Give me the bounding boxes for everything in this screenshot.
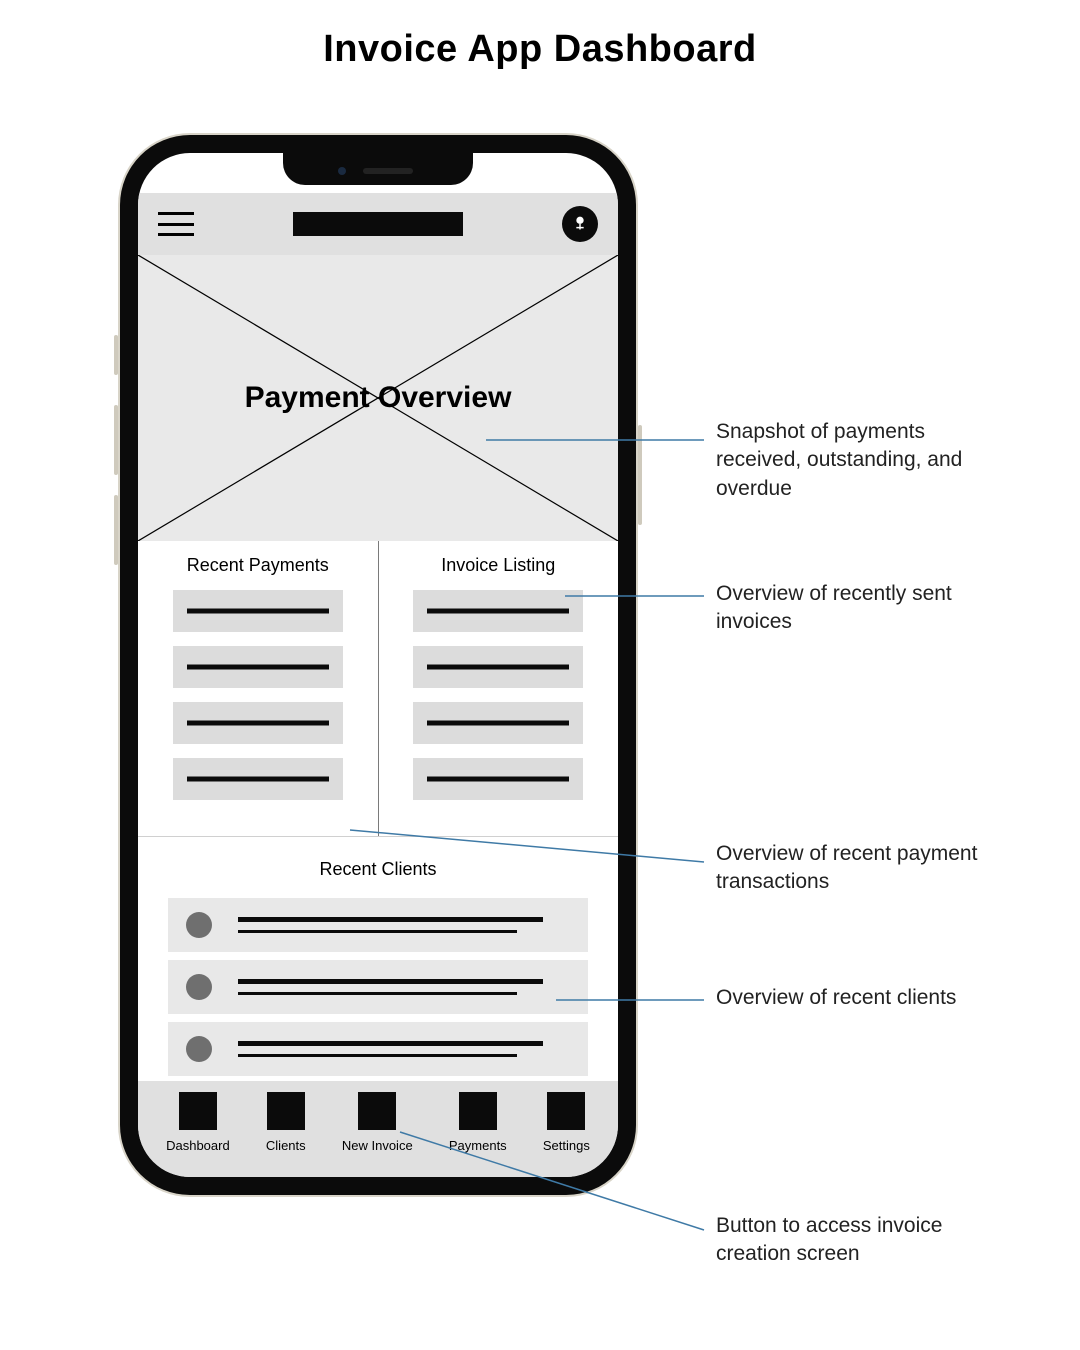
callout-new-invoice: Button to access invoice creation screen bbox=[716, 1212, 996, 1269]
recent-clients-section: Recent Clients bbox=[138, 837, 618, 1094]
device-side-button bbox=[114, 405, 118, 475]
tab-payments[interactable]: Payments bbox=[449, 1092, 507, 1153]
tab-icon bbox=[267, 1092, 305, 1130]
device-side-button bbox=[114, 495, 118, 565]
invoice-listing-title: Invoice Listing bbox=[441, 555, 555, 576]
payment-overview-title: Payment Overview bbox=[245, 381, 512, 415]
tab-label: New Invoice bbox=[342, 1138, 413, 1153]
list-item[interactable] bbox=[173, 702, 343, 744]
list-item[interactable] bbox=[173, 646, 343, 688]
list-item[interactable] bbox=[413, 590, 583, 632]
tab-icon bbox=[179, 1092, 217, 1130]
page-title: Invoice App Dashboard bbox=[0, 28, 1080, 71]
callout-payment-overview: Snapshot of payments received, outstandi… bbox=[716, 418, 996, 503]
device-frame: Payment Overview Recent Payments Invoice… bbox=[120, 135, 636, 1195]
recent-payments-column: Recent Payments bbox=[138, 541, 378, 836]
app-bar bbox=[138, 193, 618, 255]
tab-label: Clients bbox=[266, 1138, 306, 1153]
tab-label: Settings bbox=[543, 1138, 590, 1153]
tab-clients[interactable]: Clients bbox=[266, 1092, 306, 1153]
tab-label: Dashboard bbox=[166, 1138, 230, 1153]
callout-recent-payments: Overview of recent payment transactions bbox=[716, 840, 996, 897]
tab-icon bbox=[547, 1092, 585, 1130]
tab-new-invoice[interactable]: New Invoice bbox=[342, 1092, 413, 1153]
device-screen: Payment Overview Recent Payments Invoice… bbox=[138, 153, 618, 1177]
client-row[interactable] bbox=[168, 1022, 588, 1076]
client-row[interactable] bbox=[168, 898, 588, 952]
client-avatar-icon bbox=[186, 1036, 212, 1062]
recent-payments-title: Recent Payments bbox=[187, 555, 329, 576]
list-item[interactable] bbox=[173, 590, 343, 632]
list-item[interactable] bbox=[413, 758, 583, 800]
list-item[interactable] bbox=[413, 646, 583, 688]
client-text-placeholder bbox=[238, 979, 570, 995]
client-avatar-icon bbox=[186, 912, 212, 938]
client-row[interactable] bbox=[168, 960, 588, 1014]
callout-recent-clients: Overview of recent clients bbox=[716, 984, 956, 1012]
recent-clients-title: Recent Clients bbox=[168, 859, 588, 880]
device-notch bbox=[283, 153, 473, 185]
tab-dashboard[interactable]: Dashboard bbox=[166, 1092, 230, 1153]
list-item[interactable] bbox=[173, 758, 343, 800]
device-side-button bbox=[638, 425, 642, 525]
app-title-placeholder bbox=[293, 212, 463, 236]
tab-settings[interactable]: Settings bbox=[543, 1092, 590, 1153]
client-avatar-icon bbox=[186, 974, 212, 1000]
invoice-listing-column: Invoice Listing bbox=[378, 541, 619, 836]
tab-label: Payments bbox=[449, 1138, 507, 1153]
tab-icon bbox=[459, 1092, 497, 1130]
bottom-tab-bar: Dashboard Clients New Invoice Payments S… bbox=[138, 1081, 618, 1177]
tab-icon bbox=[358, 1092, 396, 1130]
overview-columns: Recent Payments Invoice Listing bbox=[138, 541, 618, 837]
menu-icon[interactable] bbox=[158, 212, 194, 236]
client-text-placeholder bbox=[238, 917, 570, 933]
payment-overview-hero[interactable]: Payment Overview bbox=[138, 255, 618, 541]
list-item[interactable] bbox=[413, 702, 583, 744]
client-text-placeholder bbox=[238, 1041, 570, 1057]
callout-invoice-listing: Overview of recently sent invoices bbox=[716, 580, 996, 637]
device-side-button bbox=[114, 335, 118, 375]
profile-avatar[interactable] bbox=[562, 206, 598, 242]
user-icon bbox=[569, 213, 591, 235]
